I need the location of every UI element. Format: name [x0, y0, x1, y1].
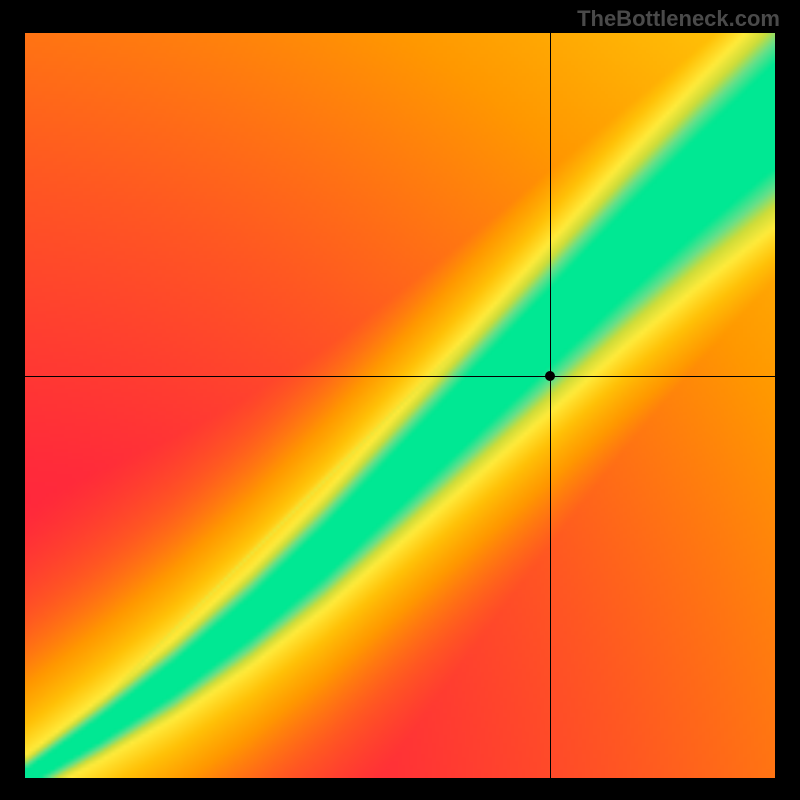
- crosshair-vertical: [550, 33, 551, 778]
- bottleneck-heatmap: [25, 33, 775, 778]
- watermark-text: TheBottleneck.com: [577, 6, 780, 32]
- heatmap-canvas: [25, 33, 775, 778]
- crosshair-horizontal: [25, 376, 775, 377]
- crosshair-marker: [545, 371, 555, 381]
